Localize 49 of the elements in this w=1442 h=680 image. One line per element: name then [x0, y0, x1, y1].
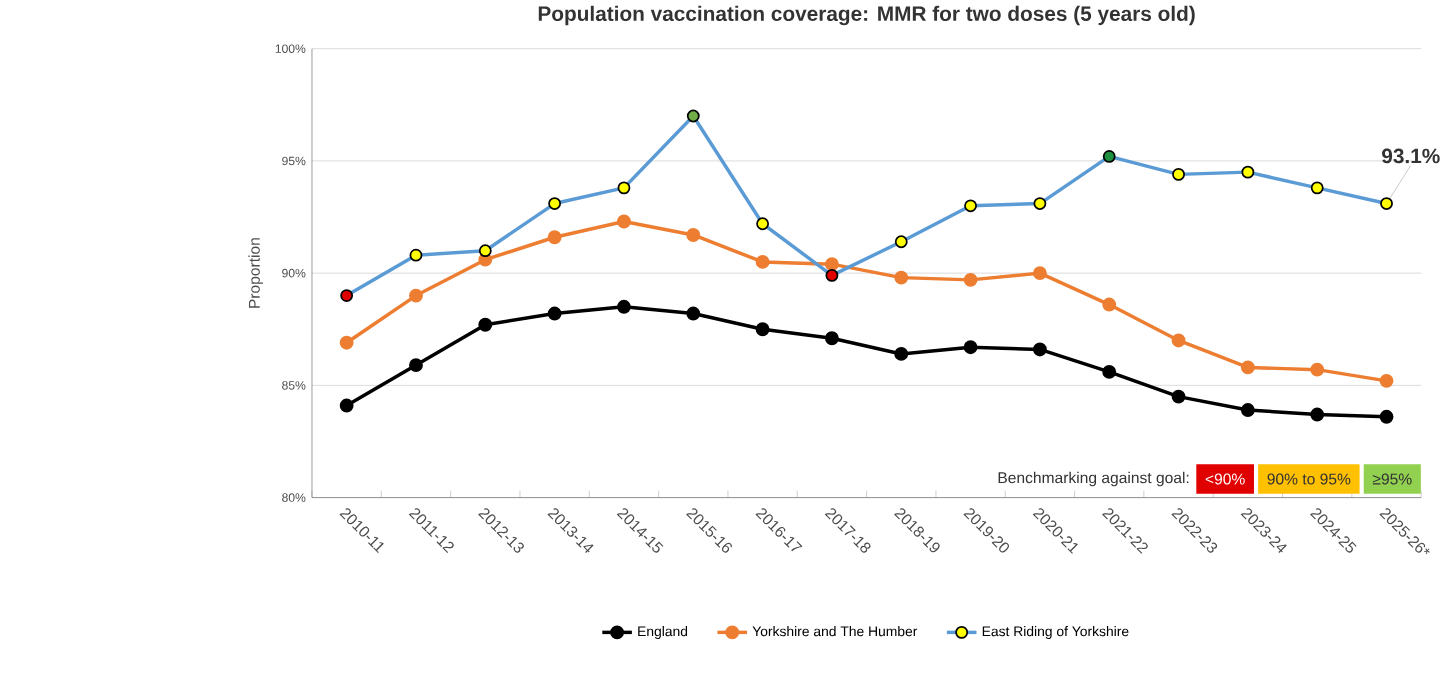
point: [1310, 407, 1325, 422]
point: [1172, 168, 1185, 182]
point: [756, 217, 770, 231]
point: [1310, 363, 1325, 377]
point: [964, 199, 977, 213]
point: [825, 269, 839, 283]
point: [478, 244, 492, 258]
point: [1102, 150, 1116, 164]
point: [617, 214, 631, 229]
point: [1032, 342, 1047, 357]
point: [409, 358, 423, 373]
point: [1379, 410, 1394, 425]
point: [340, 289, 354, 303]
point: [894, 235, 908, 249]
point: [617, 181, 631, 195]
point: [548, 197, 562, 211]
point: [894, 347, 909, 362]
point: [339, 398, 354, 413]
point: [686, 228, 701, 243]
point: [824, 257, 839, 272]
point: [1380, 197, 1393, 211]
point: [1033, 197, 1047, 211]
point: [1171, 333, 1186, 348]
point: [824, 331, 839, 346]
point: [686, 109, 700, 123]
point: [617, 300, 631, 315]
point: [686, 306, 701, 321]
point: [1240, 403, 1255, 418]
point: [547, 306, 562, 321]
data-label: 93.1%: [1382, 148, 1440, 164]
point: [1102, 297, 1117, 312]
point: [478, 318, 493, 333]
point: [755, 255, 770, 270]
point: [963, 273, 978, 288]
point: [547, 230, 562, 245]
point: [963, 340, 978, 355]
chart-title: Population vaccination coverage: MMR for two doses (5 years old): [538, 6, 1195, 26]
point: [755, 322, 770, 337]
point: [339, 336, 354, 350]
point: [1032, 266, 1047, 281]
point: [1102, 365, 1117, 380]
point: [1171, 389, 1186, 404]
point: [1310, 181, 1324, 195]
point: [894, 271, 909, 285]
point: [1241, 166, 1255, 179]
point: [409, 249, 423, 262]
point: [1379, 374, 1394, 389]
point: [1240, 360, 1255, 375]
point: [409, 288, 423, 303]
